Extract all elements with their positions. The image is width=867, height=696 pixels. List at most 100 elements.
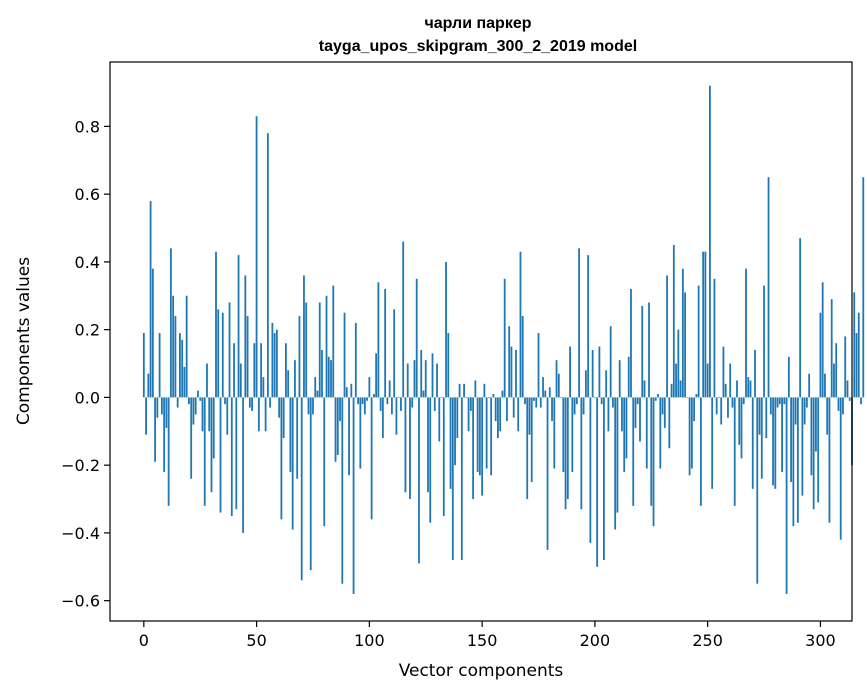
bar: [760, 397, 763, 479]
bar: [648, 302, 650, 398]
bar: [296, 397, 299, 479]
bar: [686, 397, 689, 398]
bar: [652, 397, 655, 527]
bar: [846, 380, 849, 398]
bar: [217, 309, 220, 398]
bar: [361, 397, 364, 405]
x-tick-label: 300: [805, 631, 836, 650]
bar: [792, 397, 795, 527]
x-tick-label: 200: [580, 631, 611, 650]
bar: [487, 397, 490, 398]
bar: [334, 397, 337, 462]
bar: [580, 397, 583, 510]
bar: [765, 397, 768, 439]
bar: [684, 292, 686, 398]
bar: [555, 360, 558, 398]
bar: [469, 397, 472, 411]
bar: [176, 397, 179, 408]
bar: [783, 397, 786, 405]
bar: [431, 353, 434, 398]
bar: [578, 248, 580, 398]
y-tick-label: −0.4: [61, 524, 100, 543]
bar: [584, 370, 587, 398]
x-tick-label: 250: [692, 631, 723, 650]
bar: [298, 316, 301, 398]
bar: [188, 397, 190, 405]
bar: [246, 316, 249, 398]
bar: [309, 397, 312, 571]
bar: [377, 282, 380, 398]
bar: [668, 397, 671, 449]
bar: [625, 397, 628, 459]
bar: [548, 387, 551, 398]
bar: [169, 248, 172, 398]
bar: [614, 397, 617, 530]
bar: [501, 390, 504, 398]
bar: [819, 312, 822, 398]
bar: [226, 397, 229, 435]
bar: [751, 397, 754, 489]
bar: [564, 397, 567, 510]
bar: [321, 349, 323, 398]
bar: [142, 333, 145, 398]
bar: [454, 397, 456, 466]
bar: [848, 397, 851, 401]
bar: [675, 363, 677, 398]
bar: [796, 397, 799, 523]
bar: [237, 255, 240, 398]
bar: [336, 397, 339, 455]
bar: [778, 397, 781, 405]
bar: [147, 373, 150, 398]
bar: [269, 397, 272, 408]
bar: [242, 397, 244, 533]
bar: [828, 397, 831, 523]
bar: [596, 397, 599, 567]
bar: [857, 312, 860, 398]
bar: [722, 346, 725, 398]
bar: [699, 397, 702, 506]
bar: [282, 397, 285, 439]
bar: [348, 397, 350, 476]
bar: [544, 390, 547, 398]
bar: [702, 251, 705, 398]
bar: [521, 316, 524, 398]
bar: [422, 390, 425, 398]
bar: [230, 397, 233, 516]
bar: [645, 397, 648, 469]
bar: [429, 397, 432, 523]
bar: [654, 397, 657, 401]
bar: [375, 353, 378, 398]
bar: [709, 85, 711, 398]
bar: [727, 397, 729, 418]
bar: [440, 397, 443, 398]
bar: [503, 278, 506, 398]
bar: [185, 295, 188, 398]
bar: [672, 244, 675, 398]
bar: [483, 383, 486, 398]
bar: [163, 397, 166, 472]
bar: [794, 397, 797, 425]
bar: [569, 346, 571, 398]
bar: [436, 363, 438, 398]
bar: [424, 360, 427, 398]
bar: [316, 390, 319, 398]
bar: [785, 397, 788, 594]
bar: [666, 275, 668, 398]
x-tick-label: 0: [139, 631, 149, 650]
bar: [192, 397, 195, 425]
bar: [433, 397, 436, 411]
bar: [485, 397, 488, 469]
bar: [774, 397, 777, 489]
bar: [844, 336, 847, 398]
bar: [598, 346, 601, 398]
bar: [704, 251, 707, 398]
bar: [860, 397, 862, 405]
bar: [305, 302, 308, 398]
bar: [853, 292, 856, 398]
bar-series: [142, 85, 865, 594]
bar: [756, 397, 759, 584]
bar: [837, 397, 840, 411]
bar: [643, 380, 646, 398]
bar: [790, 397, 792, 483]
bar: [451, 397, 454, 561]
